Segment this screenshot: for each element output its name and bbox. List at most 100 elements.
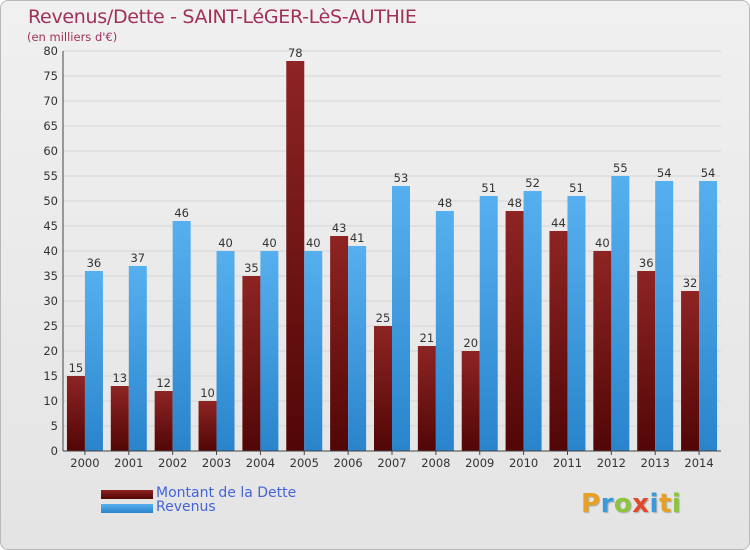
brand-letter: o bbox=[613, 489, 633, 519]
bar-revenus bbox=[84, 271, 103, 451]
x-tick-label: 2014 bbox=[684, 456, 713, 470]
bar-dette bbox=[242, 276, 261, 451]
y-tick-label: 50 bbox=[43, 194, 58, 208]
bar-revenus bbox=[172, 221, 191, 451]
y-tick-label: 30 bbox=[43, 294, 58, 308]
x-tick-label: 2007 bbox=[377, 456, 406, 470]
bar-revenus bbox=[435, 211, 454, 451]
bar-revenus bbox=[348, 246, 367, 451]
brand-letter: i bbox=[649, 489, 659, 519]
bar-dette bbox=[681, 291, 700, 451]
bar-revenus bbox=[479, 196, 498, 451]
x-tick-label: 2009 bbox=[465, 456, 494, 470]
bar-dette bbox=[593, 251, 612, 451]
y-tick-label: 35 bbox=[43, 269, 58, 283]
data-label-dette: 44 bbox=[551, 216, 566, 230]
x-tick-label: 2011 bbox=[553, 456, 582, 470]
brand-letter: t bbox=[658, 489, 672, 519]
y-tick-label: 0 bbox=[51, 444, 58, 458]
bar-revenus bbox=[260, 251, 279, 451]
brand-letter: x bbox=[632, 489, 650, 519]
data-label-revenus: 37 bbox=[130, 251, 145, 265]
data-label-dette: 20 bbox=[463, 336, 478, 350]
x-tick-label: 2012 bbox=[597, 456, 626, 470]
data-label-dette: 21 bbox=[420, 331, 435, 345]
bar-dette bbox=[417, 346, 436, 451]
data-label-revenus: 54 bbox=[657, 166, 672, 180]
y-tick-label: 70 bbox=[43, 94, 58, 108]
data-label-dette: 12 bbox=[156, 376, 171, 390]
x-tick-label: 2005 bbox=[290, 456, 319, 470]
x-tick-label: 2003 bbox=[202, 456, 231, 470]
x-tick-label: 2013 bbox=[641, 456, 670, 470]
data-label-revenus: 46 bbox=[174, 206, 189, 220]
bar-revenus bbox=[567, 196, 586, 451]
data-label-revenus: 40 bbox=[306, 236, 321, 250]
y-tick-label: 15 bbox=[43, 369, 58, 383]
data-label-dette: 48 bbox=[507, 196, 522, 210]
y-tick-label: 5 bbox=[51, 419, 58, 433]
bar-dette bbox=[66, 376, 85, 451]
x-tick-label: 2000 bbox=[70, 456, 99, 470]
brand-letter: P bbox=[581, 489, 601, 519]
data-label-dette: 40 bbox=[595, 236, 610, 250]
bar-revenus bbox=[611, 176, 630, 451]
data-label-revenus: 36 bbox=[87, 256, 102, 270]
data-label-dette: 78 bbox=[288, 46, 303, 60]
bar-dette bbox=[549, 231, 568, 451]
data-label-revenus: 41 bbox=[350, 231, 365, 245]
data-label-dette: 15 bbox=[69, 361, 84, 375]
data-label-revenus: 55 bbox=[613, 161, 628, 175]
y-tick-label: 40 bbox=[43, 244, 58, 258]
proxiti-logo: Proxiti bbox=[581, 489, 681, 519]
brand-letter: i bbox=[671, 489, 682, 519]
x-tick-label: 2004 bbox=[246, 456, 275, 470]
chart-title: Revenus/Dette - SAINT-LéGER-LèS-AUTHIE bbox=[28, 6, 417, 28]
y-tick-label: 65 bbox=[43, 119, 58, 133]
legend-label-debt: Montant de la Dette bbox=[156, 485, 297, 501]
legend-swatch-debt bbox=[101, 490, 153, 499]
bar-revenus bbox=[128, 266, 147, 451]
bar-dette bbox=[330, 236, 349, 451]
bar-dette bbox=[637, 271, 656, 451]
data-label-dette: 25 bbox=[376, 311, 391, 325]
x-tick-label: 2010 bbox=[509, 456, 538, 470]
bar-dette bbox=[461, 351, 480, 451]
legend-swatch-revenus bbox=[101, 504, 153, 513]
data-label-revenus: 51 bbox=[481, 181, 496, 195]
bar-dette bbox=[110, 386, 129, 451]
data-label-dette: 43 bbox=[332, 221, 347, 235]
bar-dette bbox=[505, 211, 524, 451]
bar-revenus bbox=[304, 251, 323, 451]
bar-dette bbox=[374, 326, 392, 451]
x-tick-label: 2002 bbox=[158, 456, 187, 470]
data-label-dette: 36 bbox=[639, 256, 654, 270]
chart-subtitle: (en milliers d'€) bbox=[27, 30, 118, 44]
y-tick-label: 20 bbox=[43, 344, 58, 358]
bar-dette bbox=[286, 61, 305, 451]
bar-revenus bbox=[523, 191, 542, 451]
brand-letter: r bbox=[600, 489, 614, 519]
y-tick-label: 80 bbox=[43, 44, 58, 58]
legend-label-revenus: Revenus bbox=[156, 499, 216, 515]
y-tick-label: 60 bbox=[43, 144, 58, 158]
y-tick-label: 10 bbox=[43, 394, 58, 408]
data-label-revenus: 40 bbox=[262, 236, 277, 250]
bar-dette bbox=[154, 391, 173, 451]
data-label-revenus: 51 bbox=[569, 181, 584, 195]
bar-revenus bbox=[655, 181, 674, 451]
data-label-revenus: 52 bbox=[525, 176, 540, 190]
data-label-dette: 32 bbox=[683, 276, 698, 290]
y-tick-label: 55 bbox=[43, 169, 58, 183]
x-tick-label: 2006 bbox=[333, 456, 362, 470]
y-tick-label: 75 bbox=[43, 69, 58, 83]
data-label-dette: 13 bbox=[112, 371, 127, 385]
data-label-revenus: 48 bbox=[438, 196, 453, 210]
data-label-revenus: 40 bbox=[218, 236, 233, 250]
bar-revenus bbox=[699, 181, 718, 451]
bar-revenus bbox=[216, 251, 235, 451]
data-label-dette: 35 bbox=[244, 261, 259, 275]
data-label-revenus: 54 bbox=[701, 166, 716, 180]
